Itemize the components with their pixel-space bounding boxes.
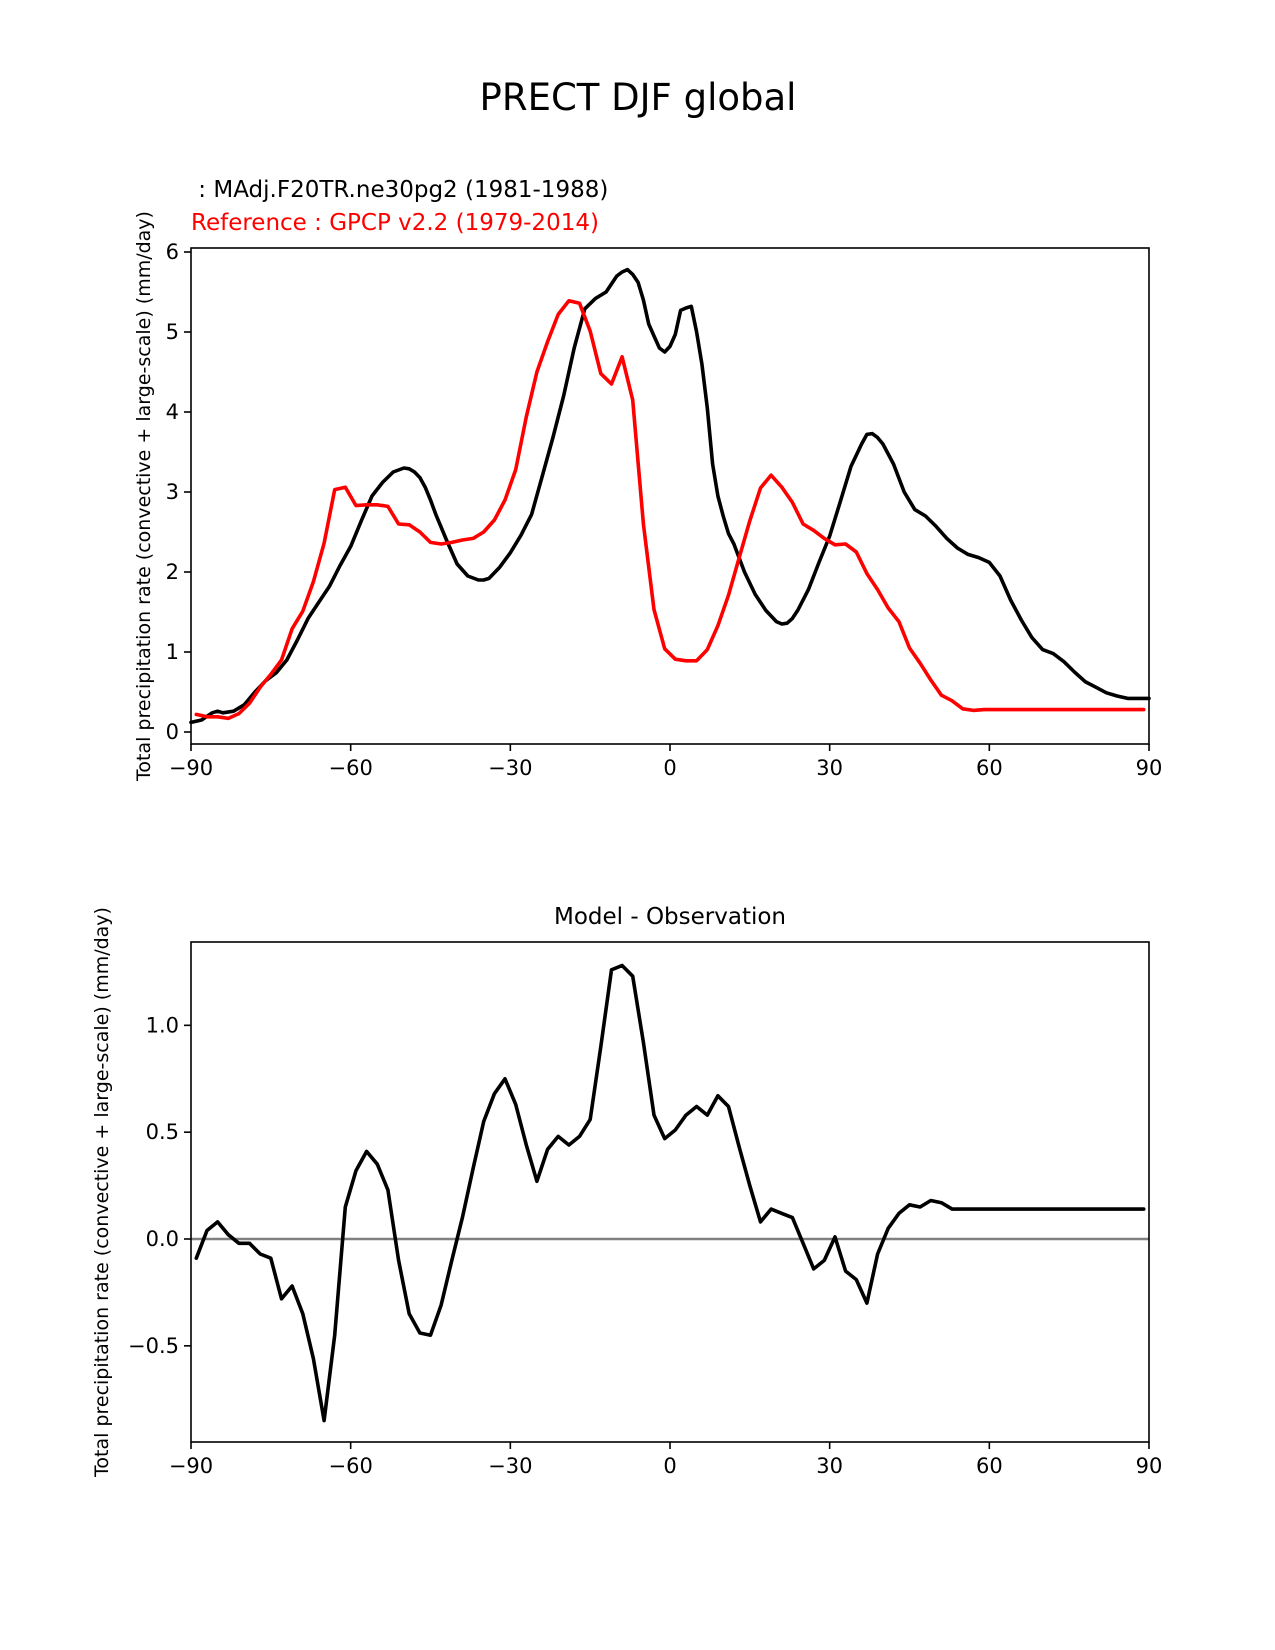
top-x-tick-label: −90 <box>169 756 213 780</box>
panel-top: : MAdj.F20TR.ne30pg2 (1981-1988) Referen… <box>133 177 1162 782</box>
top-series-0-line <box>189 267 1151 725</box>
figure-title: PRECT DJF global <box>480 76 797 119</box>
top-y-tick-label: 0 <box>166 720 179 744</box>
top-plot-area: −90 −60 −30 0 30 60 90 0 1 2 3 4 5 6 <box>166 240 1163 780</box>
bottom-x-tick-label: 90 <box>1136 1454 1163 1478</box>
bottom-x-tick-label: 60 <box>976 1454 1003 1478</box>
top-x-tick-label: 90 <box>1136 756 1163 780</box>
top-x-tick-label: 30 <box>816 756 843 780</box>
top-x-tick-label: 0 <box>663 756 676 780</box>
top-y-tick-label: 3 <box>166 480 179 504</box>
top-x-tick-label: 60 <box>976 756 1003 780</box>
top-x-tick-label: −30 <box>488 756 532 780</box>
bottom-y-tick-label: 0.0 <box>146 1227 179 1251</box>
bottom-x-tick-label: 30 <box>816 1454 843 1478</box>
legend-model-label: : MAdj.F20TR.ne30pg2 (1981-1988) <box>191 177 608 203</box>
top-y-axis-label: Total precipitation rate (convective + l… <box>133 211 155 782</box>
panel-bottom: Model - Observation Total precipitation … <box>91 904 1162 1478</box>
bottom-x-tick-label: −90 <box>169 1454 213 1478</box>
bottom-y-axis-label: Total precipitation rate (convective + l… <box>91 907 113 1478</box>
bottom-x-tick-label: −30 <box>488 1454 532 1478</box>
legend-reference-label: Reference : GPCP v2.2 (1979-2014) <box>191 210 599 236</box>
top-y-tick-label: 5 <box>166 320 179 344</box>
bottom-x-tick-label: −60 <box>329 1454 373 1478</box>
bottom-y-tick-label: 1.0 <box>146 1013 179 1037</box>
bottom-series-0-line <box>194 963 1146 1423</box>
bottom-plot-area: −90 −60 −30 0 30 60 90 −0.5 0.0 0.5 1.0 <box>128 941 1163 1478</box>
top-y-tick-label: 1 <box>166 640 179 664</box>
top-y-tick-label: 6 <box>166 240 179 264</box>
top-y-tick-label: 4 <box>166 400 179 424</box>
bottom-y-tick-label: 0.5 <box>146 1120 179 1144</box>
top-y-tick-label: 2 <box>166 560 179 584</box>
bottom-y-tick-label: −0.5 <box>128 1334 179 1358</box>
bottom-x-tick-label: 0 <box>663 1454 676 1478</box>
bottom-chart-title: Model - Observation <box>554 904 786 930</box>
top-series-1-line <box>194 298 1146 721</box>
top-x-tick-label: −60 <box>329 756 373 780</box>
